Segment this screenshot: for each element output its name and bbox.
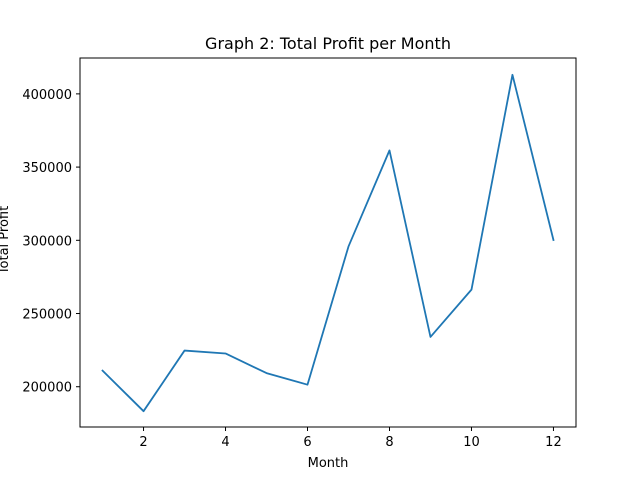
x-axis-label: Month xyxy=(308,456,349,471)
x-tick-label-12: 12 xyxy=(545,435,562,450)
y-tick-label-400000: 400000 xyxy=(22,88,72,103)
data-line-series-1 xyxy=(101,73,555,413)
y-tick-label-350000: 350000 xyxy=(22,161,72,176)
x-tick-label-6: 6 xyxy=(303,435,311,450)
x-tick-label-8: 8 xyxy=(385,435,393,450)
x-tick-label-2: 2 xyxy=(139,435,147,450)
x-tick-label-4: 4 xyxy=(221,435,229,450)
plot-area: 2 4 6 8 10 12 200000 250000 300000 350000 400000 xyxy=(22,57,577,450)
y-tick-label-250000: 250000 xyxy=(22,308,72,323)
y-tick-label-300000: 300000 xyxy=(22,234,72,249)
x-tick-label-10: 10 xyxy=(463,435,480,450)
y-axis-label: Total Profit xyxy=(0,206,12,275)
plot-frame xyxy=(79,57,577,428)
chart-title: Graph 2: Total Profit per Month xyxy=(205,34,451,53)
y-tick-label-200000: 200000 xyxy=(22,381,72,396)
